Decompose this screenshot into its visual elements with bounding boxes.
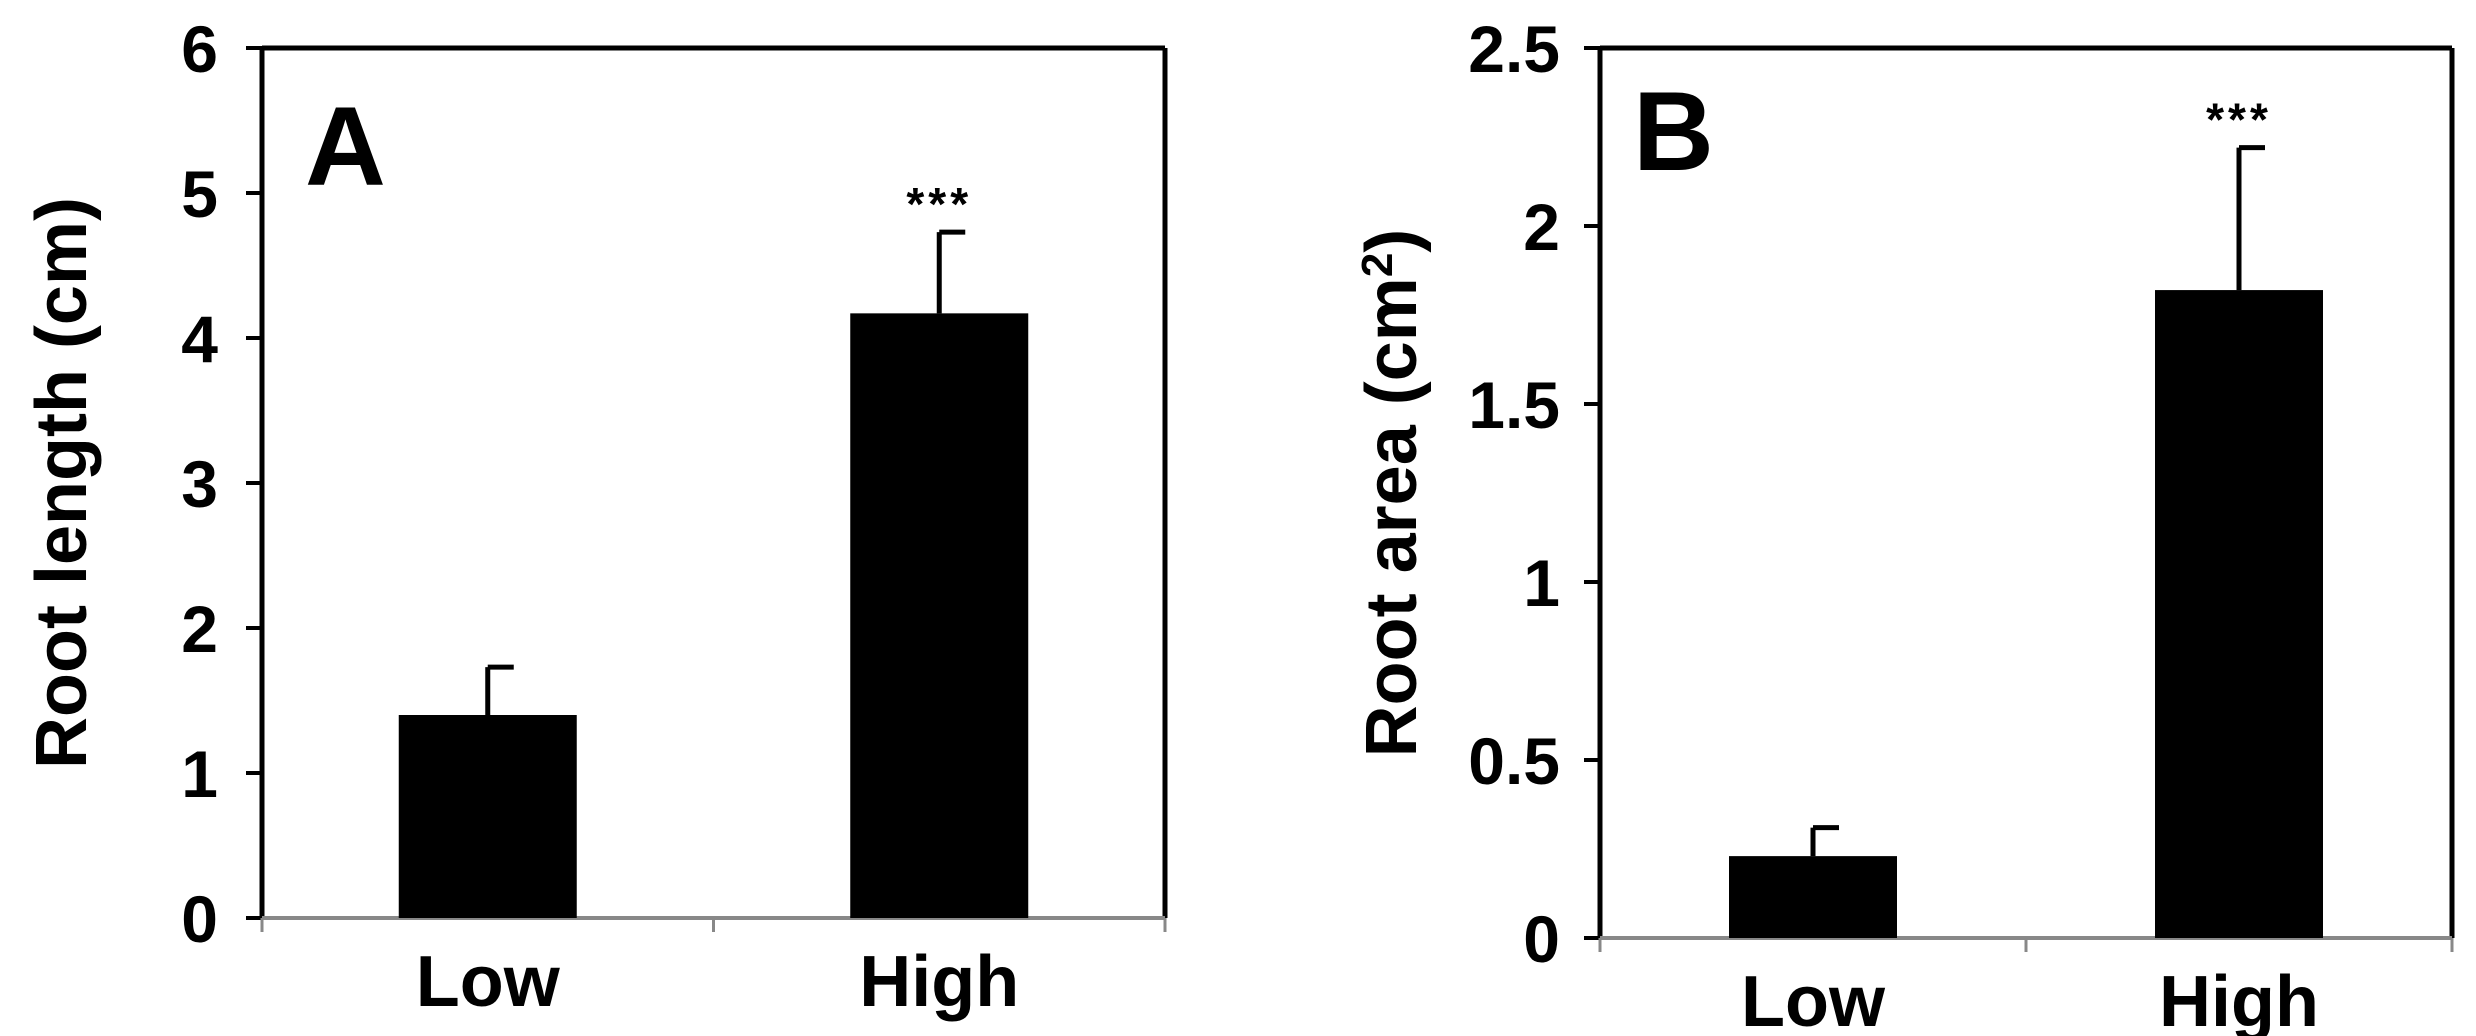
y-tick-label: 1.5 — [1468, 368, 1560, 442]
x-category-label: Low — [416, 942, 561, 1022]
y-axis-title: Root length (cm) — [22, 197, 102, 769]
bar-low — [1729, 856, 1897, 938]
x-category-label: High — [859, 942, 1019, 1022]
y-tick-label: 1 — [1523, 546, 1560, 620]
y-tick-label: 0 — [1523, 902, 1560, 976]
significance-label: *** — [906, 178, 972, 230]
bar-high — [2155, 290, 2323, 939]
bar-high — [850, 313, 1029, 919]
y-tick-label: 1 — [181, 737, 218, 811]
y-tick-label: 2 — [1523, 190, 1560, 264]
chart-panel-a: 0 1 2 3 4 5 6 Low *** High A Root length (cm) — [22, 12, 1168, 1022]
y-axis-title: Root area (cm2) — [1352, 229, 1432, 758]
y-tick-label: 0.5 — [1468, 724, 1560, 798]
y-tick-label: 5 — [181, 157, 218, 231]
chart-panel-b: 0 0.5 1 1.5 2 2.5 Low *** High B Root area (cm2) — [1352, 12, 2455, 1036]
y-tick-label: 3 — [181, 447, 218, 521]
y-tick-label: 4 — [181, 302, 218, 376]
significance-label: *** — [2206, 94, 2272, 146]
y-tick-label: 2.5 — [1468, 12, 1560, 86]
y-tick-label: 2 — [181, 592, 218, 666]
bar-low — [398, 715, 577, 918]
panel-label: A — [305, 84, 386, 209]
y-tick-label: 0 — [181, 882, 218, 956]
x-category-label: Low — [1741, 962, 1886, 1036]
panel-label: B — [1633, 69, 1714, 194]
x-category-label: High — [2159, 962, 2319, 1036]
y-tick-label: 6 — [181, 12, 218, 86]
